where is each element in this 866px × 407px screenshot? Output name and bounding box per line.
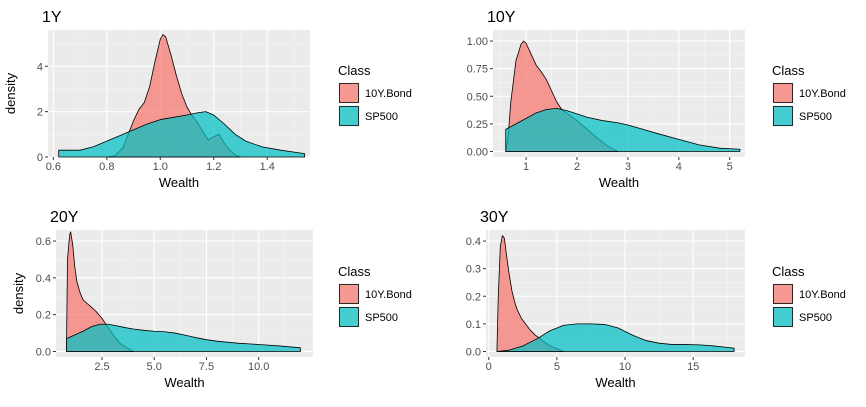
y-tick-label: 0.0 bbox=[36, 346, 51, 358]
density-area-sp500 bbox=[66, 323, 301, 352]
legend-title: Class bbox=[772, 63, 805, 78]
x-tick-label: 0.8 bbox=[99, 161, 114, 173]
y-tick-label: 0.25 bbox=[467, 119, 488, 131]
x-tick-label: 5.0 bbox=[147, 361, 162, 373]
legend-title: Class bbox=[338, 63, 371, 78]
y-tick-label: 4 bbox=[37, 61, 43, 73]
legend-swatch-sp500 bbox=[339, 106, 359, 126]
y-tick-label: 2 bbox=[37, 107, 43, 119]
y-tick-label: 0.2 bbox=[36, 310, 51, 322]
density-area-sp500 bbox=[496, 323, 735, 352]
legend-entry-label: SP500 bbox=[799, 312, 832, 324]
facet-1y: 0.6 0.8 1.0 1.2 1.4 0 2 4 1Y Wealth density Class 10… bbox=[3, 9, 412, 190]
facet-title: 1Y bbox=[42, 9, 62, 26]
x-tick-label: 10 bbox=[619, 361, 631, 373]
y-axis-label: density bbox=[11, 272, 26, 314]
legend-swatch-10y-bond bbox=[339, 284, 359, 304]
x-tick-label: 3 bbox=[625, 161, 631, 173]
y-tick-label: 0.00 bbox=[467, 146, 488, 158]
y-tick-label: 0.4 bbox=[466, 236, 481, 248]
x-tick-label: 1 bbox=[523, 161, 529, 173]
facet-20y: 2.5 5.0 7.5 10.0 0.0 0.2 0.4 0.6 20Y Wealth densit… bbox=[11, 209, 412, 390]
facet-30y: 0 5 10 15 0.0 0.1 0.2 0.3 0.4 30Y Wealth Class 10Y.B… bbox=[466, 209, 846, 390]
y-tick-label: 0.2 bbox=[466, 291, 481, 303]
legend-swatch-10y-bond bbox=[773, 284, 793, 304]
legend-title: Class bbox=[772, 264, 805, 279]
legend-swatch-10y-bond bbox=[339, 83, 359, 103]
x-tick-label: 15 bbox=[687, 361, 699, 373]
y-tick-label: 0 bbox=[37, 152, 43, 164]
legend-entry-label: SP500 bbox=[365, 111, 398, 123]
legend-entry-label: 10Y.Bond bbox=[799, 289, 846, 301]
y-tick-label: 0.3 bbox=[466, 264, 481, 276]
legend-swatch-sp500 bbox=[339, 307, 359, 327]
legend-swatch-10y-bond bbox=[773, 83, 793, 103]
x-tick-label: 1.4 bbox=[260, 161, 275, 173]
y-tick-label: 0.50 bbox=[467, 91, 488, 103]
legend-entry-label: 10Y.Bond bbox=[365, 289, 412, 301]
legend-entry-label: 10Y.Bond bbox=[365, 88, 412, 100]
facet-title: 10Y bbox=[487, 9, 516, 26]
legend: Class 10Y.Bond SP500 bbox=[338, 264, 412, 328]
y-tick-label: 0.75 bbox=[467, 64, 488, 76]
x-axis-label: Wealth bbox=[164, 375, 204, 390]
legend: Class 10Y.Bond SP500 bbox=[772, 63, 846, 127]
y-tick-label: 0.1 bbox=[466, 319, 481, 331]
legend-swatch-sp500 bbox=[773, 307, 793, 327]
legend-swatch-sp500 bbox=[773, 106, 793, 126]
facet-10y: 1 2 3 4 5 0.00 0.25 0.50 0.75 1.00 10Y Wealth Class 1… bbox=[467, 9, 846, 190]
density-area-sp500 bbox=[505, 108, 741, 152]
x-axis-label: Wealth bbox=[159, 175, 199, 190]
legend-entry-label: SP500 bbox=[799, 111, 832, 123]
x-tick-label: 7.5 bbox=[199, 361, 214, 373]
x-tick-label: 10.0 bbox=[248, 361, 269, 373]
x-axis-label: Wealth bbox=[595, 375, 635, 390]
x-tick-label: 1.0 bbox=[153, 161, 168, 173]
x-axis-label: Wealth bbox=[599, 175, 639, 190]
x-tick-label: 5 bbox=[554, 361, 560, 373]
y-tick-label: 0.6 bbox=[36, 236, 51, 248]
y-tick-label: 0.4 bbox=[36, 273, 51, 285]
x-tick-label: 5 bbox=[727, 161, 733, 173]
x-tick-label: 1.2 bbox=[206, 161, 221, 173]
legend: Class 10Y.Bond SP500 bbox=[338, 63, 412, 127]
facet-title: 30Y bbox=[480, 209, 509, 226]
x-tick-label: 2 bbox=[574, 161, 580, 173]
x-tick-label: 2.5 bbox=[94, 361, 109, 373]
x-tick-label: 0 bbox=[486, 361, 492, 373]
density-area-sp500 bbox=[58, 111, 306, 158]
facet-title: 20Y bbox=[50, 209, 79, 226]
legend-title: Class bbox=[338, 264, 371, 279]
legend-entry-label: SP500 bbox=[365, 312, 398, 324]
x-tick-label: 0.6 bbox=[46, 161, 61, 173]
x-tick-label: 4 bbox=[676, 161, 682, 173]
legend-entry-label: 10Y.Bond bbox=[799, 88, 846, 100]
y-tick-label: 1.00 bbox=[467, 36, 488, 48]
y-tick-label: 0.0 bbox=[466, 346, 481, 358]
legend: Class 10Y.Bond SP500 bbox=[772, 264, 846, 328]
y-axis-label: density bbox=[3, 72, 18, 114]
